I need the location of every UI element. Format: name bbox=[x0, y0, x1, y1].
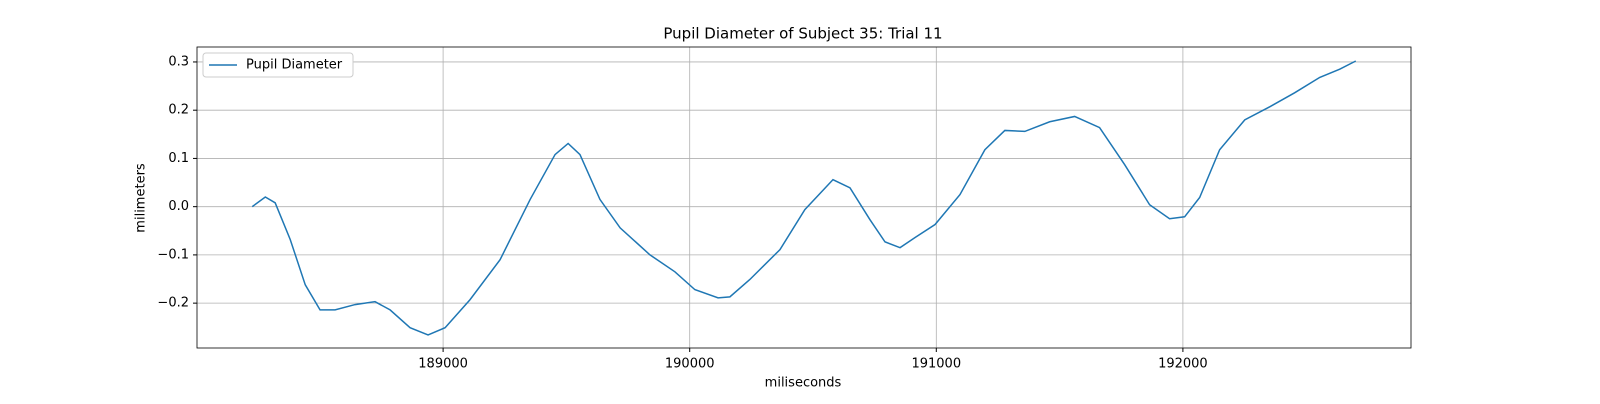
x-axis-label: miliseconds bbox=[765, 376, 842, 391]
y-tick-label: 0.2 bbox=[168, 103, 189, 118]
chart-title: Pupil Diameter of Subject 35: Trial 11 bbox=[663, 25, 942, 43]
y-tick-label: −0.2 bbox=[157, 296, 189, 311]
x-tick-label: 189000 bbox=[418, 357, 468, 372]
data-line bbox=[251, 60, 1357, 336]
y-tick-label: −0.1 bbox=[157, 247, 189, 262]
legend-label: Pupil Diameter bbox=[246, 58, 343, 73]
y-tick-label: 0.3 bbox=[168, 54, 189, 69]
legend-box bbox=[202, 52, 354, 78]
y-tick-label: 0.1 bbox=[168, 151, 189, 166]
x-tick-label: 190000 bbox=[665, 357, 715, 372]
plot-frame bbox=[196, 46, 1412, 349]
x-tick-label: 191000 bbox=[911, 357, 961, 372]
y-axis-label: milimeters bbox=[134, 163, 149, 233]
y-tick-label: 0.0 bbox=[168, 199, 189, 214]
x-tick-label: 192000 bbox=[1158, 357, 1208, 372]
